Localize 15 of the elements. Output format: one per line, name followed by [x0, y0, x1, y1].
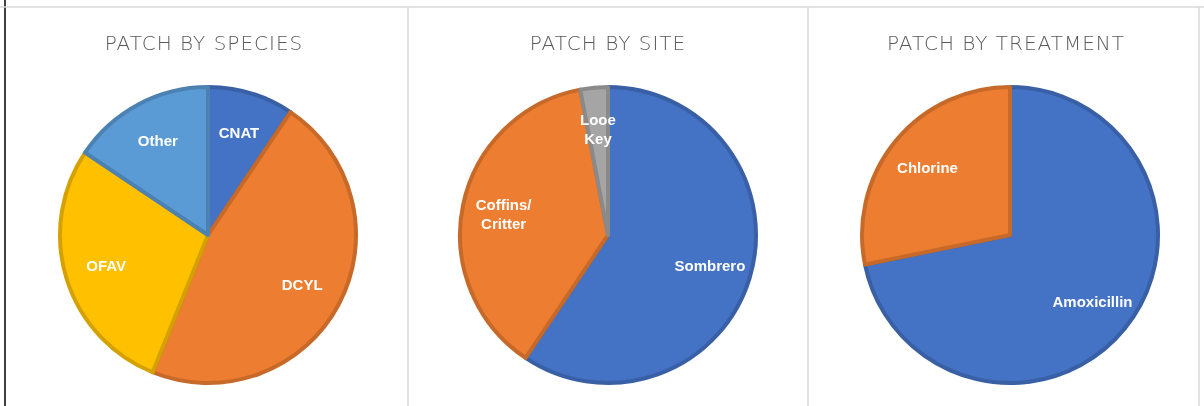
slice-label: OFAV: [86, 257, 127, 275]
chart-title: PATCH BY TREATMENT: [886, 31, 1126, 55]
chart-title: PATCH BY SPECIES: [104, 31, 304, 55]
slice-label: CNAT: [218, 124, 260, 142]
pie-slice: [860, 85, 1012, 267]
chart-title: PATCH BY SITE: [529, 31, 687, 55]
pie-slice: [83, 85, 210, 237]
slice-label: Sombrero: [674, 257, 746, 275]
pie-slice: [58, 150, 210, 375]
slice-label: Coffins/ Critter: [475, 195, 533, 232]
pie-slice: [862, 85, 1160, 385]
slice-label: Chlorine: [897, 158, 958, 176]
slice-label: DCYL: [281, 275, 323, 293]
slice-label: Amoxicillin: [1052, 293, 1133, 311]
slice-label: Other: [137, 131, 178, 149]
